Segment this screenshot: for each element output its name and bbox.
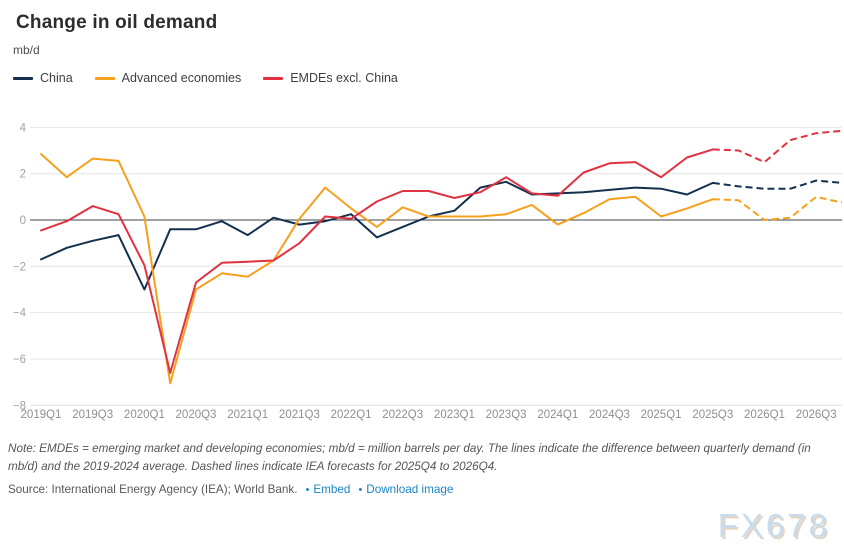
china-line-swatch (13, 76, 33, 80)
x-axis-tick-label: 2025Q3 (692, 409, 733, 421)
legend-item-advanced-economies: Advanced economies (94, 71, 242, 85)
y-axis-tick-label: −8 (13, 400, 26, 412)
x-axis-tick-label: 2019Q1 (21, 409, 62, 421)
download-image-link[interactable]: Download image (366, 483, 454, 496)
x-axis-tick-label: 2021Q1 (227, 409, 268, 421)
series-forecast-line-china (712, 179, 843, 190)
x-axis-tick-label: 2024Q1 (537, 409, 578, 421)
series-forecast-line-advanced-economies (712, 195, 843, 221)
bullet-separator: • (305, 484, 310, 496)
y-axis-tick-label: −6 (13, 354, 26, 366)
source-text: Source: International Energy Agency (IEA… (8, 483, 298, 496)
advanced-economies-line-swatch (94, 76, 115, 80)
embed-link[interactable]: Embed (313, 483, 351, 496)
x-axis-tick-label: 2020Q1 (124, 409, 165, 421)
x-axis-tick-label: 2026Q3 (796, 409, 837, 421)
unit-label: mb/d (13, 43, 40, 57)
x-axis-tick-label: 2019Q3 (72, 409, 113, 421)
legend-label-advanced-economies: Advanced economies (121, 71, 242, 85)
x-axis-tick-label: 2021Q3 (279, 409, 320, 421)
y-axis-tick-label: 4 (20, 122, 27, 134)
legend-item-emdes: EMDEs excl. China (263, 71, 398, 85)
x-axis-tick-label: 2020Q3 (176, 409, 217, 421)
source-line: Source: International Energy Agency (IEA… (8, 482, 844, 498)
x-axis-tick-label: 2026Q1 (744, 409, 785, 421)
x-axis-tick-label: 2022Q3 (382, 409, 423, 421)
x-axis-tick-label: 2025Q1 (641, 409, 682, 421)
legend-label-china: China (40, 71, 73, 85)
bullet-separator: • (358, 484, 363, 496)
series-line-advanced-economies (40, 153, 714, 385)
y-axis-tick-label: 0 (20, 215, 26, 227)
series-line-china (40, 180, 714, 291)
page-title: Change in oil demand (16, 12, 218, 33)
x-axis-tick-label: 2023Q3 (486, 409, 527, 421)
series-forecast-line-emdes-excl-china (712, 129, 843, 164)
x-axis-tick-label: 2023Q1 (434, 409, 475, 421)
y-axis-tick-label: 2 (20, 169, 26, 181)
watermark: FX678 (717, 507, 830, 544)
y-axis-tick-label: −2 (13, 261, 26, 273)
legend-item-china: China (13, 71, 73, 85)
chart-legend: China Advanced economies EMDEs excl. Chi… (13, 70, 844, 86)
chart-note: Note: EMDEs = emerging market and develo… (8, 442, 811, 473)
y-axis-tick-label: −4 (13, 308, 27, 320)
legend-label-emdes: EMDEs excl. China (290, 71, 398, 85)
x-axis-tick-label: 2022Q1 (331, 409, 372, 421)
x-axis-tick-label: 2024Q3 (589, 409, 630, 421)
series-line-emdes-excl-china (40, 148, 714, 374)
emdes-line-swatch (263, 76, 284, 80)
